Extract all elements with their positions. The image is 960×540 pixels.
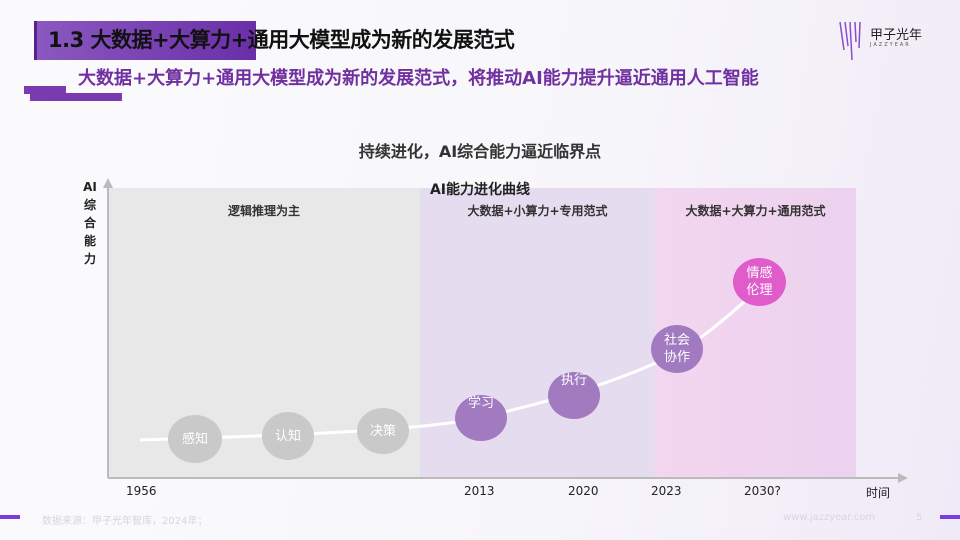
page-title: 1.3 大数据+大算力+通用大模型成为新的发展范式 bbox=[48, 28, 515, 52]
region-label: 大数据+小算力+专用范式 bbox=[467, 204, 608, 218]
decor-bar bbox=[24, 86, 66, 94]
footer-url[interactable]: www.jazzyear.com bbox=[783, 512, 876, 523]
chart-title: 持续进化，AI综合能力逼近临界点 bbox=[358, 142, 602, 161]
logo-subtext: JAZZYEAR bbox=[870, 42, 911, 48]
page-number: 5 bbox=[916, 512, 923, 523]
node-social-collab: 社会协作 bbox=[651, 325, 703, 373]
title-highlight-bar bbox=[34, 21, 256, 60]
node-decision: 决策 bbox=[357, 408, 409, 454]
footer-decor bbox=[940, 515, 960, 519]
year-label: 1956 bbox=[126, 484, 157, 498]
region-label: 逻辑推理为主 bbox=[227, 204, 300, 218]
curve-title: AI能力进化曲线 bbox=[429, 182, 531, 198]
x-axis-arrow bbox=[898, 473, 908, 483]
x-axis-label: 时间 bbox=[866, 486, 891, 500]
logo-icon bbox=[839, 21, 861, 60]
logo-text: 甲子光年 bbox=[870, 28, 923, 43]
subtitle: 大数据+大算力+通用大模型成为新的发展范式，将推动AI能力提升逼近通用人工智能 bbox=[78, 68, 759, 89]
node-cognition: 认知 bbox=[262, 412, 314, 460]
source-note: 数据来源：甲子光年智库，2024年； bbox=[42, 516, 208, 527]
y-axis-arrow bbox=[103, 178, 113, 188]
node-learning: 学习 bbox=[455, 395, 507, 441]
node-emotion-ethics: 情感伦理 bbox=[733, 258, 786, 306]
year-label: 2020 bbox=[568, 484, 599, 498]
node-execution: 执行 bbox=[548, 372, 600, 419]
year-label: 2013 bbox=[464, 484, 495, 498]
region-label: 大数据+大算力+通用范式 bbox=[685, 204, 826, 218]
y-axis-label: AI综合能力 bbox=[83, 180, 97, 266]
year-label: 2023 bbox=[651, 484, 682, 498]
footer-decor bbox=[0, 515, 20, 519]
year-label: 2030? bbox=[744, 484, 781, 498]
node-perception: 感知 bbox=[168, 415, 222, 463]
decor-bar bbox=[30, 93, 122, 101]
